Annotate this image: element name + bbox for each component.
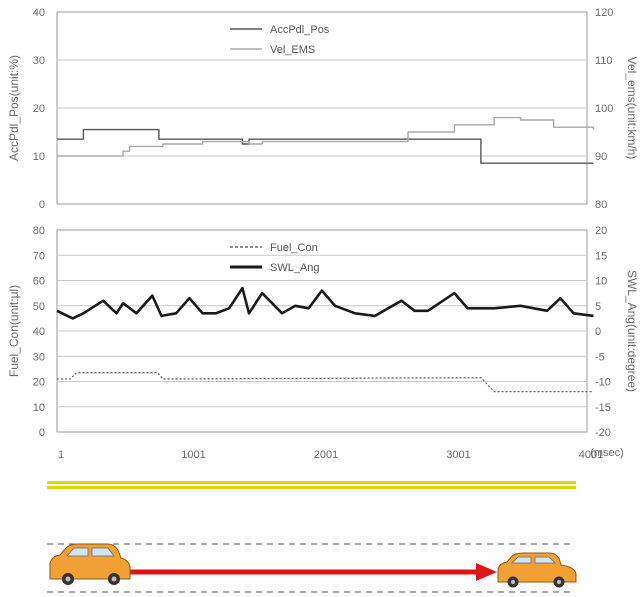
bottom-right-tick-label: 20 — [595, 225, 607, 237]
top-right-tick-label: 80 — [595, 199, 607, 211]
bottom-legend-label: Fuel_Con — [270, 242, 318, 254]
bottom-left-tick-label: 0 — [39, 427, 45, 439]
top-left-tick-label: 20 — [33, 103, 45, 115]
bottom-right-tick-label: 5 — [595, 301, 601, 313]
top-left-tick-label: 40 — [33, 7, 45, 19]
x-tick-label: 1001 — [181, 449, 205, 461]
bottom-left-tick-label: 10 — [33, 402, 45, 414]
top-right-tick-label: 110 — [595, 55, 613, 67]
x-tick-label: 4001 — [579, 449, 603, 461]
bottom-right-tick-label: 10 — [595, 276, 607, 288]
bottom-right-axis-title: SWL_Ang(unit:degree) — [625, 270, 639, 392]
bottom-series-line-fuel-con — [57, 372, 594, 393]
top-series-line-accpdl-pos — [57, 128, 594, 164]
bottom-right-tick-label: 0 — [595, 326, 601, 338]
car-start-illustration — [49, 543, 131, 585]
top-right-tick-label: 100 — [595, 103, 613, 115]
bottom-left-tick-label: 20 — [33, 377, 45, 389]
bottom-right-tick-label: -20 — [595, 427, 611, 439]
top-right-tick-label: 120 — [595, 7, 613, 19]
x-tick-label: 1 — [58, 449, 64, 461]
top-left-tick-label: 10 — [33, 151, 45, 163]
top-left-tick-label: 0 — [39, 199, 45, 211]
bottom-chart-panel: 0 10 20 30 40 50 60 70 80 -20 -15 -10 -5 0 5 10 15 20 Fuel… — [7, 225, 639, 461]
bottom-left-tick-label: 30 — [33, 351, 45, 363]
bottom-right-tick-label: -10 — [595, 377, 611, 389]
bottom-left-tick-label: 40 — [33, 326, 45, 338]
x-tick-label: 2001 — [314, 449, 338, 461]
bottom-left-tick-label: 80 — [33, 225, 45, 237]
red-direction-arrow — [128, 563, 497, 581]
x-tick-label: 3001 — [446, 449, 470, 461]
bottom-legend-label: SWL_Ang — [270, 262, 320, 274]
top-chart-panel: 0 10 20 30 40 80 90 100 110 120 AccPdl_Pos(unit:%)… — [7, 7, 639, 211]
bottom-right-tick-label: 15 — [595, 250, 607, 262]
yellow-lane-marking — [47, 481, 576, 489]
top-right-axis-title: Vel_ems(unit:km/h) — [625, 57, 639, 160]
x-axis-unit-label: (msec) — [590, 447, 624, 459]
top-legend-label: Vel_EMS — [270, 44, 315, 56]
bottom-series-line-swl-ang — [56, 286, 594, 320]
top-right-tick-label: 90 — [595, 151, 607, 163]
top-series-line-vel-ems — [57, 116, 595, 157]
bottom-left-tick-label: 50 — [33, 301, 45, 313]
top-left-axis-title: AccPdl_Pos(unit:%) — [7, 55, 21, 161]
top-left-tick-label: 30 — [33, 55, 45, 67]
bottom-right-tick-label: -15 — [595, 402, 611, 414]
bottom-left-axis-title: Fuel_Con(unit:μl) — [7, 285, 21, 377]
bottom-left-tick-label: 70 — [33, 250, 45, 262]
bottom-left-tick-label: 60 — [33, 276, 45, 288]
top-legend-label: AccPdl_Pos — [270, 24, 330, 36]
bottom-right-tick-label: -5 — [595, 351, 605, 363]
road-illustration — [47, 543, 577, 593]
car-end-illustration — [497, 552, 577, 588]
